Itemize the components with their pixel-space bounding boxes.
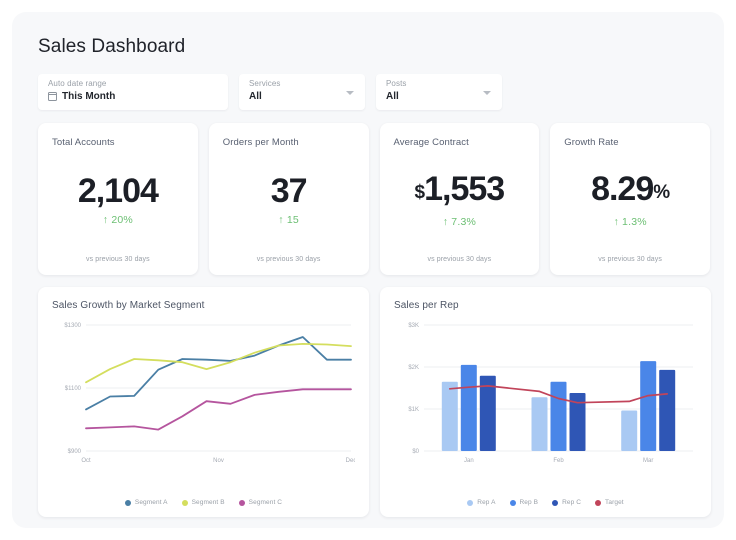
chart-row: Sales Growth by Market Segment $900 $1100…: [38, 287, 711, 517]
kpi-value: 2,104: [77, 172, 159, 210]
filter-date-range-value-row: This Month: [48, 89, 218, 104]
line-chart-svg: $900 $1100 $1300 Oct Nov Dec: [64, 323, 355, 464]
filter-date-range-label: Auto date range: [48, 79, 107, 88]
svg-text:Nov: Nov: [213, 458, 224, 464]
kpi-delta: ↑ 1.3%: [613, 216, 647, 228]
kpi-value-row: 8.29 %: [591, 170, 670, 212]
kpi-title: Total Accounts: [52, 137, 115, 148]
legend-label: Segment C: [248, 499, 283, 506]
dashboard-shell: Sales Dashboard Auto date range This Mon…: [12, 12, 724, 528]
svg-text:$1300: $1300: [64, 323, 81, 329]
legend-label: Target: [605, 499, 624, 506]
legend-item[interactable]: Target: [595, 499, 624, 506]
filter-services-value: All: [249, 91, 262, 102]
legend-swatch-icon: [509, 499, 516, 506]
legend-item[interactable]: Segment B: [181, 499, 225, 506]
kpi-value-row: $ 1,553: [414, 170, 506, 212]
kpi-title: Average Contract: [393, 137, 469, 148]
kpi-value: 1,553: [424, 170, 505, 208]
kpi-title: Growth Rate: [564, 137, 619, 148]
kpi-footnote: vs previous 30 days: [598, 256, 662, 263]
kpi-value-row: 37: [270, 172, 308, 210]
svg-text:$1K: $1K: [408, 407, 419, 413]
kpi-delta: ↑ 15: [278, 214, 299, 226]
svg-text:$1100: $1100: [65, 386, 82, 392]
line-chart-plot[interactable]: $900 $1100 $1300 Oct Nov Dec: [52, 319, 355, 471]
kpi-body: $ 1,553 ↑ 7.3%: [394, 142, 526, 256]
svg-text:Dec: Dec: [346, 458, 355, 464]
chevron-down-icon[interactable]: [346, 91, 354, 95]
legend-label: Rep A: [477, 499, 496, 506]
filter-posts[interactable]: Posts All: [376, 74, 502, 110]
kpi-body: 2,104 ↑ 20%: [52, 142, 184, 256]
svg-text:Jan: Jan: [464, 458, 474, 464]
legend-label: Rep B: [519, 499, 539, 506]
kpi-delta: ↑ 20%: [102, 214, 133, 226]
kpi-body: 8.29 % ↑ 1.3%: [564, 142, 696, 256]
svg-text:$0: $0: [412, 449, 419, 455]
filter-date-range[interactable]: Auto date range This Month: [38, 74, 228, 110]
kpi-title: Orders per Month: [222, 137, 299, 148]
kpi-footnote: vs previous 30 days: [85, 256, 150, 263]
legend-label: Segment B: [191, 499, 225, 506]
chart-card-sales-growth: Sales Growth by Market Segment $900 $1100…: [38, 287, 369, 517]
filter-posts-value: All: [386, 91, 399, 102]
bar-chart-plot[interactable]: $0 $1K $2K $3K Jan Feb Mar: [394, 319, 697, 471]
legend-label: Segment A: [134, 499, 168, 506]
line-chart-legend[interactable]: Segment A Segment B Segment C: [38, 499, 369, 506]
legend-swatch-icon: [467, 499, 474, 506]
legend-item[interactable]: Rep A: [467, 499, 495, 506]
chart-title: Sales Growth by Market Segment: [52, 300, 205, 311]
svg-text:$3K: $3K: [408, 323, 419, 329]
kpi-card-orders-per-month[interactable]: Orders per Month 37 ↑ 15 vs previous 30 …: [208, 123, 369, 275]
svg-text:Mar: Mar: [643, 458, 653, 464]
kpi-body: 37 ↑ 15: [223, 142, 355, 256]
kpi-footnote: vs previous 30 days: [256, 256, 321, 263]
filter-services-label: Services: [249, 79, 281, 88]
kpi-value-row: 2,104: [77, 172, 159, 210]
svg-text:$900: $900: [68, 449, 82, 455]
legend-swatch-icon: [552, 499, 559, 506]
legend-item[interactable]: Segment A: [124, 499, 168, 506]
legend-swatch-icon: [124, 499, 131, 506]
kpi-card-growth-rate[interactable]: Growth Rate 8.29 % ↑ 1.3% vs previous 30…: [550, 123, 710, 275]
filter-date-range-value: This Month: [62, 91, 116, 102]
kpi-value: 37: [270, 172, 308, 210]
legend-swatch-icon: [181, 499, 188, 506]
chart-title: Sales per Rep: [394, 300, 459, 311]
bar-chart-legend[interactable]: Rep A Rep B Rep C Target: [380, 499, 711, 506]
page-title: Sales Dashboard: [38, 36, 186, 57]
legend-label: Rep C: [562, 499, 582, 506]
filter-posts-label: Posts: [386, 79, 407, 88]
svg-text:Feb: Feb: [553, 458, 564, 464]
legend-item[interactable]: Segment C: [238, 499, 283, 506]
bar-chart-svg: $0 $1K $2K $3K Jan Feb Mar: [408, 323, 693, 464]
kpi-footnote: vs previous 30 days: [427, 256, 492, 263]
legend-item[interactable]: Rep C: [552, 499, 581, 506]
chart-card-sales-per-rep: Sales per Rep $0 $1K $2K $3K Jan Feb Mar Rep A…: [380, 287, 711, 517]
calendar-icon: [48, 92, 57, 101]
kpi-value: 8.29: [591, 170, 654, 208]
kpi-card-total-accounts[interactable]: Total Accounts 2,104 ↑ 20% vs previous 3…: [38, 123, 198, 275]
kpi-suffix: %: [653, 182, 670, 203]
legend-swatch-icon: [595, 499, 602, 506]
kpi-card-average-contract[interactable]: Average Contract $ 1,553 ↑ 7.3% vs previ…: [379, 123, 540, 275]
chevron-down-icon[interactable]: [483, 91, 491, 95]
svg-text:$2K: $2K: [408, 365, 419, 371]
legend-item[interactable]: Rep B: [509, 499, 539, 506]
kpi-delta: ↑ 7.3%: [442, 216, 477, 228]
legend-swatch-icon: [238, 499, 245, 506]
filter-bar: Auto date range This Month Services All …: [38, 74, 710, 110]
kpi-row: Total Accounts 2,104 ↑ 20% vs previous 3…: [38, 123, 710, 275]
filter-services[interactable]: Services All: [239, 74, 365, 110]
svg-text:Oct: Oct: [81, 458, 91, 464]
kpi-prefix: $: [414, 182, 426, 203]
